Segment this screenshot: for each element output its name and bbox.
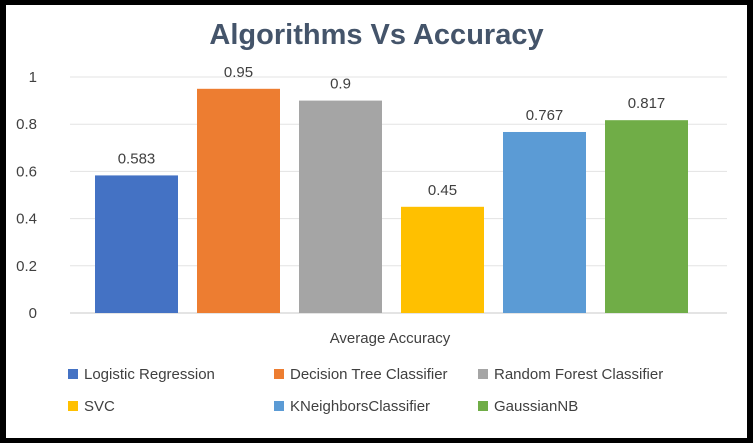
data-labels: 0.583 0.95 0.9 0.45 0.767 0.817: [118, 64, 666, 199]
legend-label: Logistic Regression: [84, 366, 215, 383]
bar: [299, 100, 382, 313]
data-label: 0.817: [628, 95, 666, 112]
y-tick-label: 0.2: [16, 258, 37, 275]
legend-swatch: [274, 369, 284, 379]
legend-swatch: [68, 369, 78, 379]
y-tick-label: 0.8: [16, 116, 37, 133]
legend-label: KNeighborsClassifier: [290, 398, 430, 415]
y-tick-label: 0: [29, 305, 37, 322]
legend-swatch: [478, 401, 488, 411]
bar-chart: 0 0.2 0.4 0.6 0.8 1 0.583 0.95 0.9 0.45 0.767 0.81…: [16, 64, 727, 415]
x-axis-label: Average Accuracy: [330, 330, 451, 347]
legend: Logistic Regression Decision Tree Classif…: [68, 366, 663, 415]
data-label: 0.95: [224, 64, 253, 81]
data-label: 0.767: [526, 107, 564, 124]
chart-title: Algorithms Vs Accuracy: [209, 19, 544, 51]
legend-label: Random Forest Classifier: [494, 366, 663, 383]
gridlines: [70, 76, 727, 314]
legend-swatch: [478, 369, 488, 379]
chart-panel: Algorithms Vs Accuracy 0 0.2 0.4 0.6 0.8 1 0.…: [6, 5, 747, 438]
data-label: 0.45: [428, 182, 457, 199]
y-tick-label: 0.6: [16, 163, 37, 180]
data-label: 0.583: [118, 150, 156, 167]
y-axis-ticks: 0 0.2 0.4 0.6 0.8 1: [16, 69, 37, 322]
bars: [95, 88, 688, 313]
legend-swatch: [274, 401, 284, 411]
legend-label: Decision Tree Classifier: [290, 366, 448, 383]
bar: [503, 131, 586, 313]
y-tick-label: 0.4: [16, 211, 37, 228]
bar: [197, 88, 280, 313]
bar: [95, 175, 178, 313]
bar: [401, 206, 484, 313]
legend-label: SVC: [84, 398, 115, 415]
legend-swatch: [68, 401, 78, 411]
legend-label: GaussianNB: [494, 398, 578, 415]
data-label: 0.9: [330, 76, 351, 93]
y-tick-label: 1: [29, 69, 37, 86]
bar: [605, 120, 688, 313]
